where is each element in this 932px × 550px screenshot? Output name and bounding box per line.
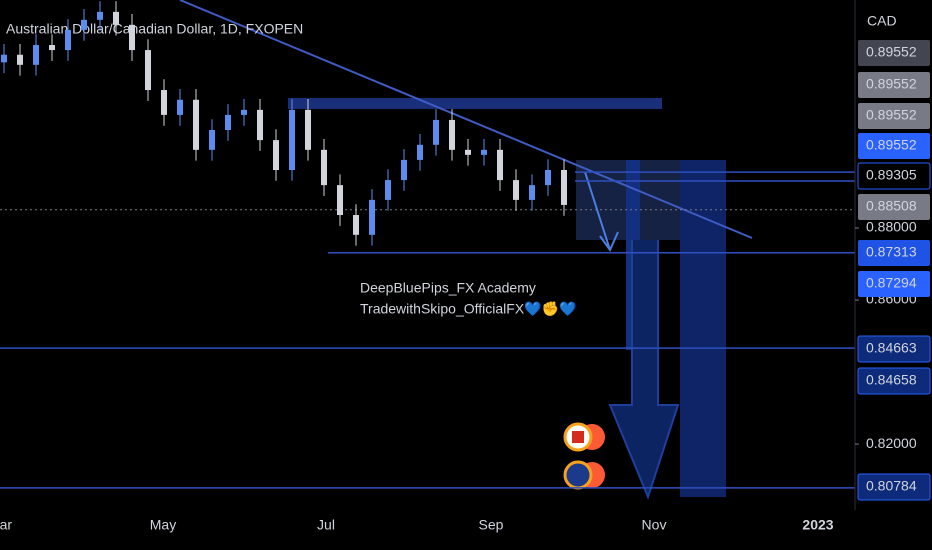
price-label-box	[858, 194, 930, 220]
price-label: 0.89552	[866, 44, 917, 60]
currency-icons	[563, 422, 605, 490]
candle-body	[353, 215, 359, 235]
x-tick-label: May	[150, 517, 176, 533]
candle-body	[337, 185, 343, 216]
candle-body	[113, 11, 119, 25]
price-label-box	[857, 473, 931, 501]
candle-body	[241, 109, 247, 115]
price-label: 0.89552	[866, 107, 917, 123]
currency: CAD	[867, 13, 897, 29]
candle-body	[65, 29, 71, 51]
candle-body	[369, 199, 375, 235]
annotation: TradewithSkipo_OfficialFX💙✊💙	[360, 301, 577, 318]
price-label: 0.80784	[866, 478, 917, 494]
big-arrow	[608, 240, 680, 500]
candle-body	[193, 99, 199, 150]
y-tick-label: 0.88000	[866, 219, 917, 235]
candle-body	[177, 99, 183, 115]
candle-body	[273, 140, 279, 170]
price-label: 0.84663	[866, 340, 917, 356]
price-label-box	[857, 335, 931, 363]
candle-body	[497, 149, 503, 181]
price-label: 0.89305	[866, 167, 917, 183]
price-label-box	[857, 162, 931, 190]
candle-body	[529, 185, 535, 200]
price-label-box	[858, 72, 930, 98]
candle-body	[449, 119, 455, 150]
candle-body	[481, 149, 487, 155]
small-arrow	[584, 171, 619, 253]
candle-body	[513, 180, 519, 200]
trend-line	[179, 0, 753, 239]
annotation: DeepBluePips_FX Academy	[360, 280, 536, 296]
price-label-box	[858, 40, 930, 66]
x-tick-label: Jul	[317, 517, 335, 533]
candle-body	[145, 50, 151, 91]
candle-body	[33, 45, 39, 65]
drawings	[0, 0, 855, 500]
candle-body	[81, 19, 87, 30]
price-label-box	[857, 367, 931, 395]
price-label: 0.87294	[866, 275, 917, 291]
x-tick-label: Sep	[479, 517, 504, 533]
price-label-box	[858, 240, 930, 266]
candle-body	[129, 24, 135, 51]
x-tick-label: Nov	[642, 517, 667, 533]
candle-body	[97, 11, 103, 20]
candle-body	[257, 109, 263, 141]
candle-body	[305, 109, 311, 150]
zone-rect	[288, 98, 662, 109]
candle-body	[289, 109, 295, 170]
candle-body	[417, 144, 423, 160]
candle-body	[1, 54, 7, 63]
candle-body	[225, 114, 231, 131]
x-tick-label: 2023	[802, 517, 833, 533]
candle-body	[465, 149, 471, 155]
price-label: 0.89552	[866, 76, 917, 92]
price-label: 0.89552	[866, 137, 917, 153]
x-tick-label: Mar	[0, 517, 12, 533]
price-label-box	[858, 103, 930, 129]
price-label-box	[858, 133, 930, 159]
candle-body	[161, 90, 167, 115]
price-label: 0.87313	[866, 244, 917, 260]
candle-body	[321, 149, 327, 186]
candle-body	[385, 180, 391, 200]
price-label: 0.84658	[866, 372, 917, 388]
candle-body	[433, 119, 439, 145]
zone-rect	[680, 160, 726, 497]
icon	[572, 431, 584, 443]
candle-body	[17, 54, 23, 65]
candle-body	[545, 170, 551, 186]
price-label: 0.88508	[866, 198, 917, 214]
y-tick-label: 0.82000	[866, 435, 917, 451]
candle-body	[209, 130, 215, 150]
candle-body	[49, 45, 55, 51]
price-label-box	[858, 271, 930, 297]
icon	[563, 460, 593, 490]
candle-body	[401, 159, 407, 181]
chart-title: Australian Dollar/Canadian Dollar, 1D, F…	[6, 21, 303, 37]
candle-body	[561, 170, 567, 205]
